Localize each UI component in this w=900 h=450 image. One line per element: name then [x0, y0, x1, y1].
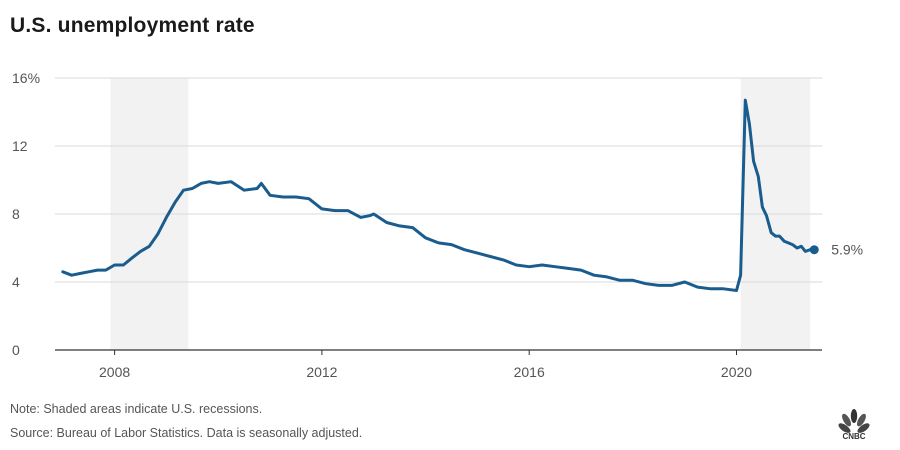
- chart-note: Note: Shaded areas indicate U.S. recessi…: [10, 402, 263, 416]
- unemployment-rate-line: [61, 98, 816, 292]
- y-tick-label: 12: [12, 138, 28, 154]
- end-point-marker: [809, 245, 819, 255]
- y-tick-label: 0: [12, 342, 20, 358]
- logo-text: CNBC: [842, 432, 865, 441]
- chart-title: U.S. unemployment rate: [10, 14, 255, 37]
- chart-source: Source: Bureau of Labor Statistics. Data…: [10, 426, 363, 440]
- cnbc-logo-icon: CNBC: [838, 409, 870, 441]
- x-tick-label: 2012: [306, 364, 337, 380]
- y-tick-label: 4: [12, 274, 20, 290]
- y-tick-label: 16%: [12, 70, 40, 86]
- y-tick-label: 8: [12, 206, 20, 222]
- line-chart: 0 4 8 12 16% 2008 2012 2016 2020 5.9%: [12, 70, 863, 380]
- x-tick-label: 2008: [99, 364, 130, 380]
- x-tick-label: 2016: [514, 364, 545, 380]
- end-value-label: 5.9%: [831, 242, 863, 258]
- x-tick-label: 2020: [721, 364, 752, 380]
